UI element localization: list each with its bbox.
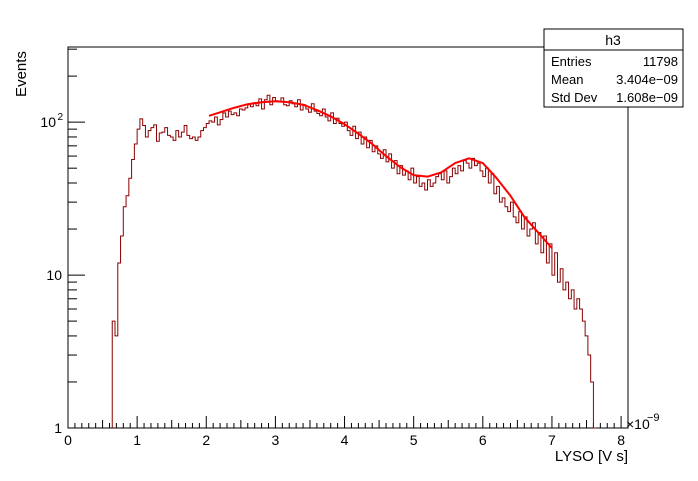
x-tick-label: 1 [133,432,141,448]
x-axis: 0 1 2 3 4 5 6 7 8 [64,416,629,448]
stats-box-frame [543,28,684,108]
stats-mean-label: Mean [551,72,584,87]
stats-mean-value: 3.404e−09 [616,72,678,87]
stats-entries-value: 11798 [643,54,678,69]
fit-layer [208,100,553,249]
x-tick-label: 8 [617,432,625,448]
x-tick-label: 3 [272,432,280,448]
y-tick-label: 10 [46,267,62,283]
x-tick-label: 4 [341,432,349,448]
x-axis-exponent-power: −9 [647,412,660,424]
y-axis-title: Events [13,51,30,97]
stats-box: h3 Entries 11798 Mean 3.404e−09 Std Dev … [543,28,684,108]
histogram-series-h3 [111,94,597,429]
stats-entries-label: Entries [551,54,592,69]
histogram-layer [111,94,597,429]
x-tick-label: 2 [202,432,210,448]
x-tick-label: 0 [64,432,72,448]
y-tick-label: 1 [54,420,62,436]
y-tick-label-exponent: 2 [57,112,63,123]
stats-box-title: h3 [605,32,621,48]
x-tick-label: 6 [479,432,487,448]
x-axis-title: LYSO [V s] [555,448,628,465]
plot-area-frame [67,46,629,429]
stats-stddev-label: Std Dev [551,90,598,105]
x-tick-label: 5 [410,432,418,448]
stats-stddev-value: 1.608e−09 [616,90,678,105]
x-axis-exponent: ×10 −9 [626,412,660,432]
fit-curve [208,100,553,249]
x-tick-label: 7 [548,432,556,448]
x-axis-exponent-base: ×10 [626,416,650,432]
plot-frame [67,46,629,429]
y-tick-label: 10 [40,114,56,130]
